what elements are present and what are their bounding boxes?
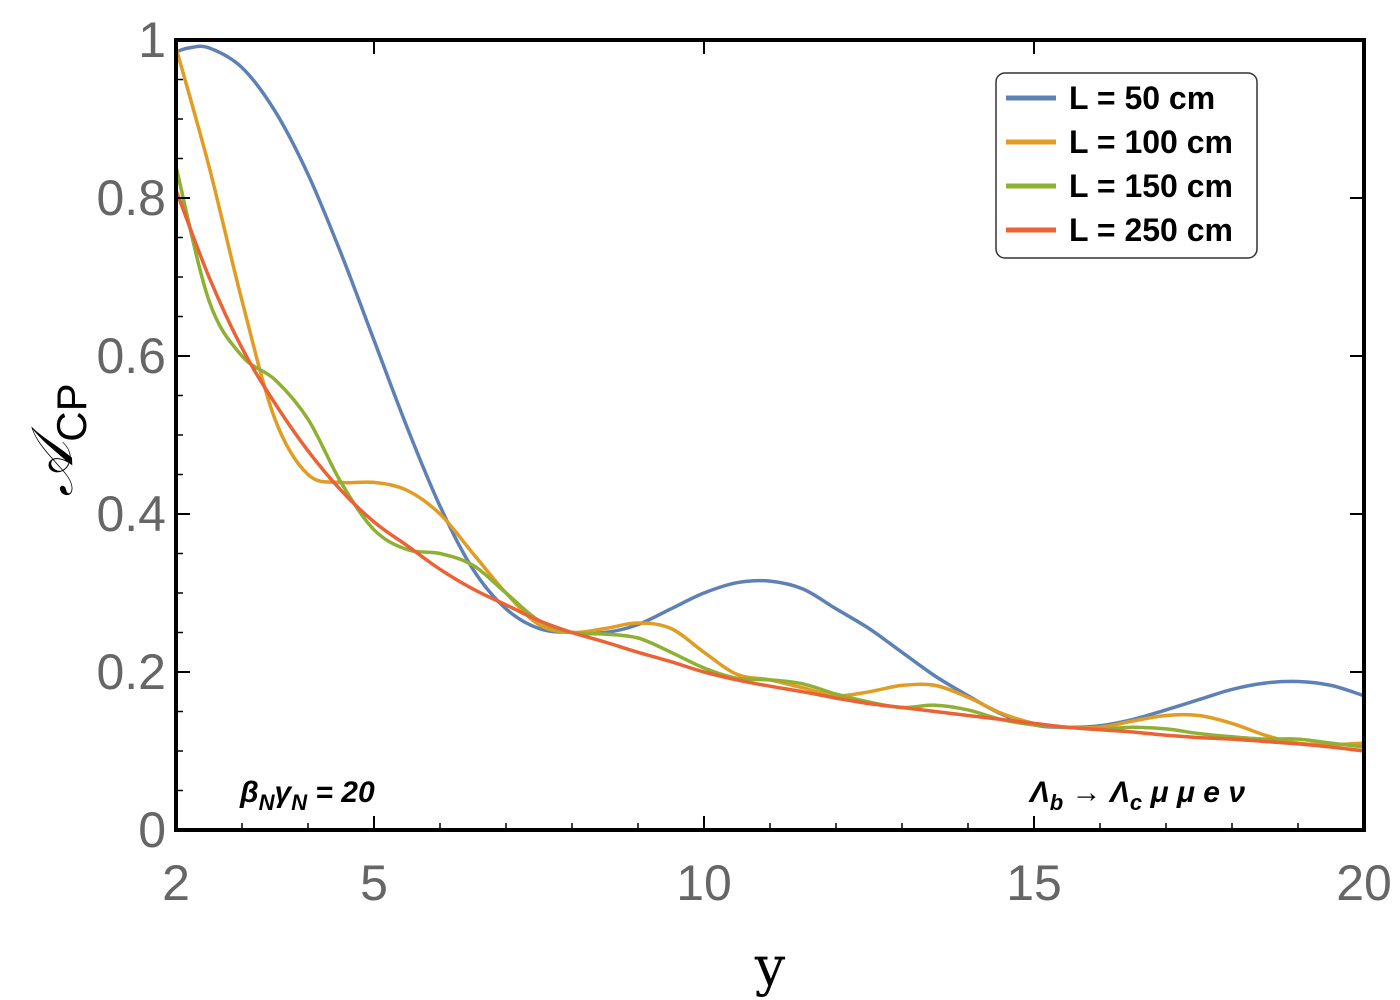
svg-text:𝒜CP: 𝒜CP <box>18 383 95 496</box>
y-tick-label: 0.6 <box>96 328 166 384</box>
y-tick-label: 0 <box>138 802 166 858</box>
y-tick-label: 1 <box>138 12 166 68</box>
x-axis-label: y <box>754 935 786 998</box>
legend: L = 50 cm L = 100 cm L = 150 cm L = 250 cm <box>995 72 1258 259</box>
x-tick-label: 5 <box>360 855 388 911</box>
legend-label: L = 50 cm <box>1069 80 1215 116</box>
annotation-beta-gamma: βNγN = 20 <box>239 776 375 815</box>
x-tick-label: 10 <box>676 855 732 911</box>
annotation-decay: Λb → Λc μ μ e ν <box>1028 776 1246 815</box>
legend-box <box>995 72 1258 259</box>
y-tick-label: 0.8 <box>96 170 166 226</box>
series-line-4 <box>176 188 1364 753</box>
series-line-1 <box>176 44 1364 730</box>
x-tick-label: 20 <box>1336 855 1392 911</box>
y-axis-label-sub: CP <box>48 383 95 441</box>
legend-label: L = 150 cm <box>1069 168 1233 204</box>
y-tick-label: 0.2 <box>96 644 166 700</box>
legend-label: L = 250 cm <box>1069 212 1233 248</box>
y-tick-label: 0.4 <box>96 486 166 542</box>
legend-label: L = 100 cm <box>1069 124 1233 160</box>
x-tick-label: 2 <box>162 855 190 911</box>
x-tick-label: 15 <box>1006 855 1062 911</box>
y-axis-label: 𝒜CP <box>18 383 95 496</box>
